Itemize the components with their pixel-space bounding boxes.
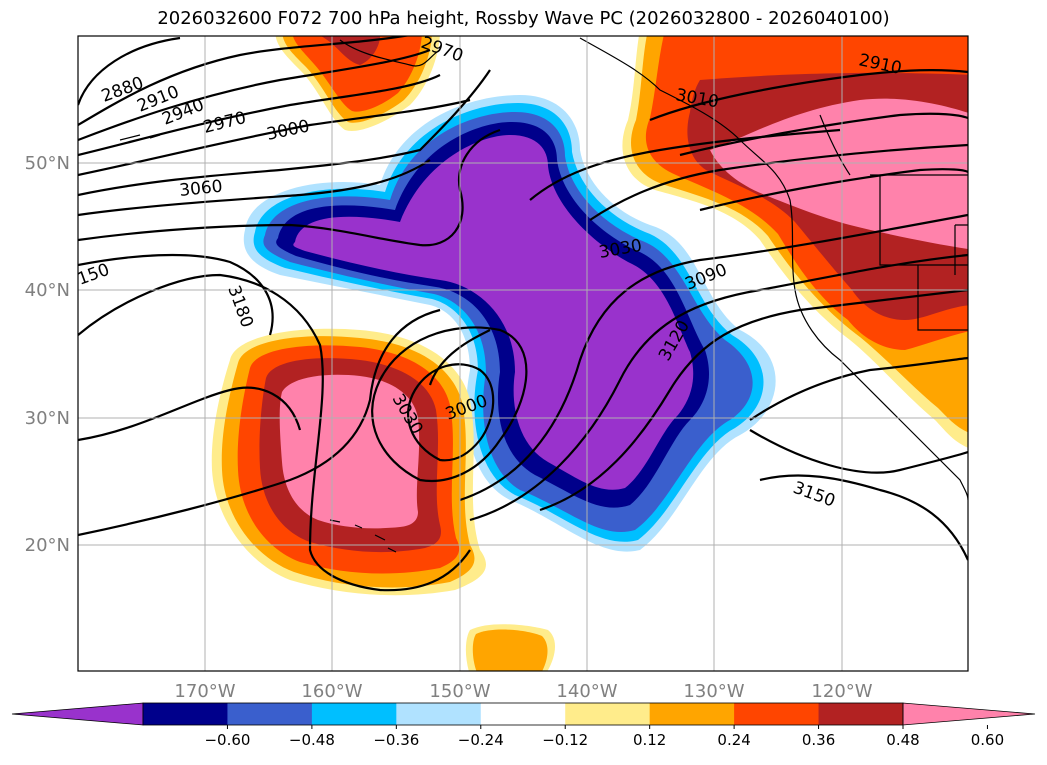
- latitude-labels: 50°N 40°N 30°N 20°N: [25, 153, 70, 556]
- colorbar-tick-label: −0.24: [458, 731, 504, 749]
- colorbar-tick-label: 0.24: [717, 731, 750, 749]
- lon-label: 160°W: [301, 681, 362, 702]
- colorbar-extend-high: [902, 702, 1036, 726]
- contour-label: 3060: [178, 177, 223, 201]
- lat-label: 40°N: [25, 280, 70, 301]
- colorbar-swatch: [649, 703, 735, 725]
- colorbar-extend-low: [11, 702, 144, 726]
- colorbar-tick-label: 0.36: [802, 731, 835, 749]
- colorbar-tick-label: −0.60: [204, 731, 250, 749]
- lon-label: 170°W: [174, 681, 235, 702]
- contour-label: 3150: [790, 478, 837, 512]
- colorbar: −0.60 −0.48 −0.36 −0.24 −0.12 0.12 0.24 0.36 0.4…: [11, 702, 1036, 749]
- positive-anomaly-alaska: [275, 36, 440, 131]
- colorbar-tick-label: −0.12: [542, 731, 588, 749]
- positive-anomaly-central: [211, 328, 486, 596]
- colorbar-tick-label: 0.48: [886, 731, 919, 749]
- positive-anomaly-south: [465, 624, 555, 671]
- colorbar-swatch: [396, 703, 482, 725]
- colorbar-swatch: [227, 703, 313, 725]
- lon-label: 150°W: [429, 681, 490, 702]
- positive-anomaly-west-coast: [622, 36, 968, 448]
- colorbar-swatch: [143, 703, 228, 725]
- colorbar-border: [142, 702, 904, 726]
- colorbar-tick-label: 0.60: [971, 731, 1004, 749]
- lon-label: 140°W: [556, 681, 617, 702]
- colorbar-swatch: [818, 703, 904, 725]
- colorbar-swatch: [480, 703, 566, 725]
- colorbar-swatch: [565, 703, 651, 725]
- colorbar-tick-label: 0.12: [633, 731, 666, 749]
- map-title: 2026032600 F072 700 hPa height, Rossby W…: [157, 8, 890, 29]
- lat-label: 30°N: [25, 408, 70, 429]
- lon-label: 120°W: [811, 681, 872, 702]
- longitude-labels: 170°W 160°W 150°W 140°W 130°W 120°W: [174, 681, 872, 702]
- map-border: [77, 35, 969, 672]
- colorbar-tick-label: −0.36: [373, 731, 419, 749]
- map-plot-area: 2880 2910 2940 2970 3000 3060 150 3180 3…: [78, 36, 968, 671]
- colorbar-tick-label: −0.48: [289, 731, 335, 749]
- lon-label: 130°W: [683, 681, 744, 702]
- colorbar-swatch: [734, 703, 820, 725]
- lat-label: 20°N: [25, 535, 70, 556]
- graticule: [78, 36, 968, 671]
- colorbar-swatch: [311, 703, 397, 725]
- contour-label: 3000: [265, 116, 311, 145]
- lat-label: 50°N: [25, 153, 70, 174]
- negative-anomaly-region: [243, 95, 776, 552]
- height-contours: [78, 36, 968, 592]
- contour-label: 2970: [201, 108, 248, 138]
